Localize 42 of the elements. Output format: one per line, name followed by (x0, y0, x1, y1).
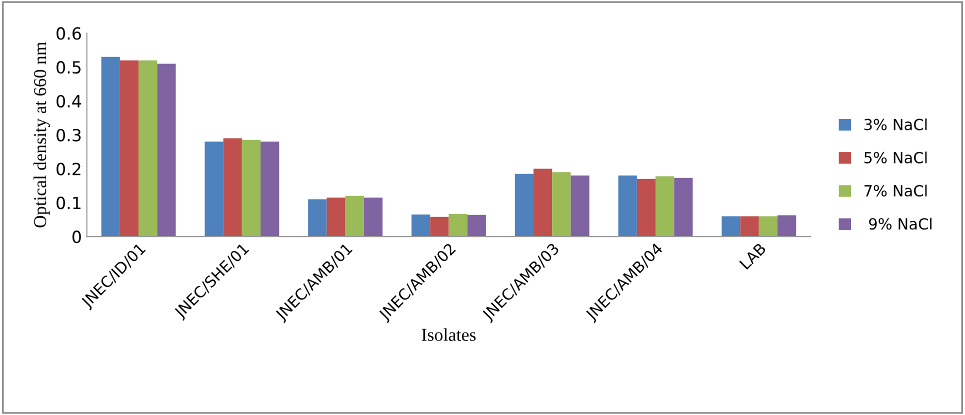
bar (157, 64, 176, 237)
bar (467, 214, 486, 237)
bar (778, 215, 796, 237)
bar (138, 60, 158, 237)
x-tick-label: LAB (739, 242, 766, 270)
bar (412, 214, 430, 237)
y-tick-label: 0.5 (56, 61, 81, 74)
bar (223, 138, 242, 237)
bar (570, 176, 590, 237)
bar (101, 56, 120, 237)
y-tick-label: 0.1 (56, 196, 80, 210)
y-axis-title: Optical density at 660 nm (34, 42, 50, 228)
y-tick-label: 0.6 (56, 27, 81, 40)
bar (308, 199, 327, 237)
bar (448, 214, 468, 237)
bar (740, 216, 759, 237)
bar (326, 198, 346, 237)
legend-label: 7% NaCl (864, 184, 927, 197)
bar (636, 178, 656, 237)
bar (120, 60, 139, 237)
bar (656, 176, 674, 237)
legend-label: 5% NaCl (864, 152, 927, 164)
legend-label: 3% NaCl (864, 118, 927, 130)
bar (204, 142, 224, 237)
bar (242, 140, 261, 237)
bar (758, 216, 778, 237)
bar (674, 178, 693, 237)
bar (552, 172, 571, 237)
bar (722, 216, 740, 237)
y-tick-label: 0.3 (56, 128, 81, 142)
bar (514, 174, 534, 237)
bar (260, 142, 280, 237)
x-axis-title: Isolates (422, 328, 476, 341)
legend-label: 9% NaCl (869, 218, 932, 230)
bar (618, 176, 637, 237)
bar (430, 216, 449, 237)
bar (534, 168, 552, 237)
bar (345, 196, 364, 237)
y-tick-label: 0 (72, 230, 81, 244)
y-tick-label: 0.2 (56, 162, 80, 176)
bar (364, 198, 383, 237)
y-tick-label: 0.4 (56, 94, 82, 108)
